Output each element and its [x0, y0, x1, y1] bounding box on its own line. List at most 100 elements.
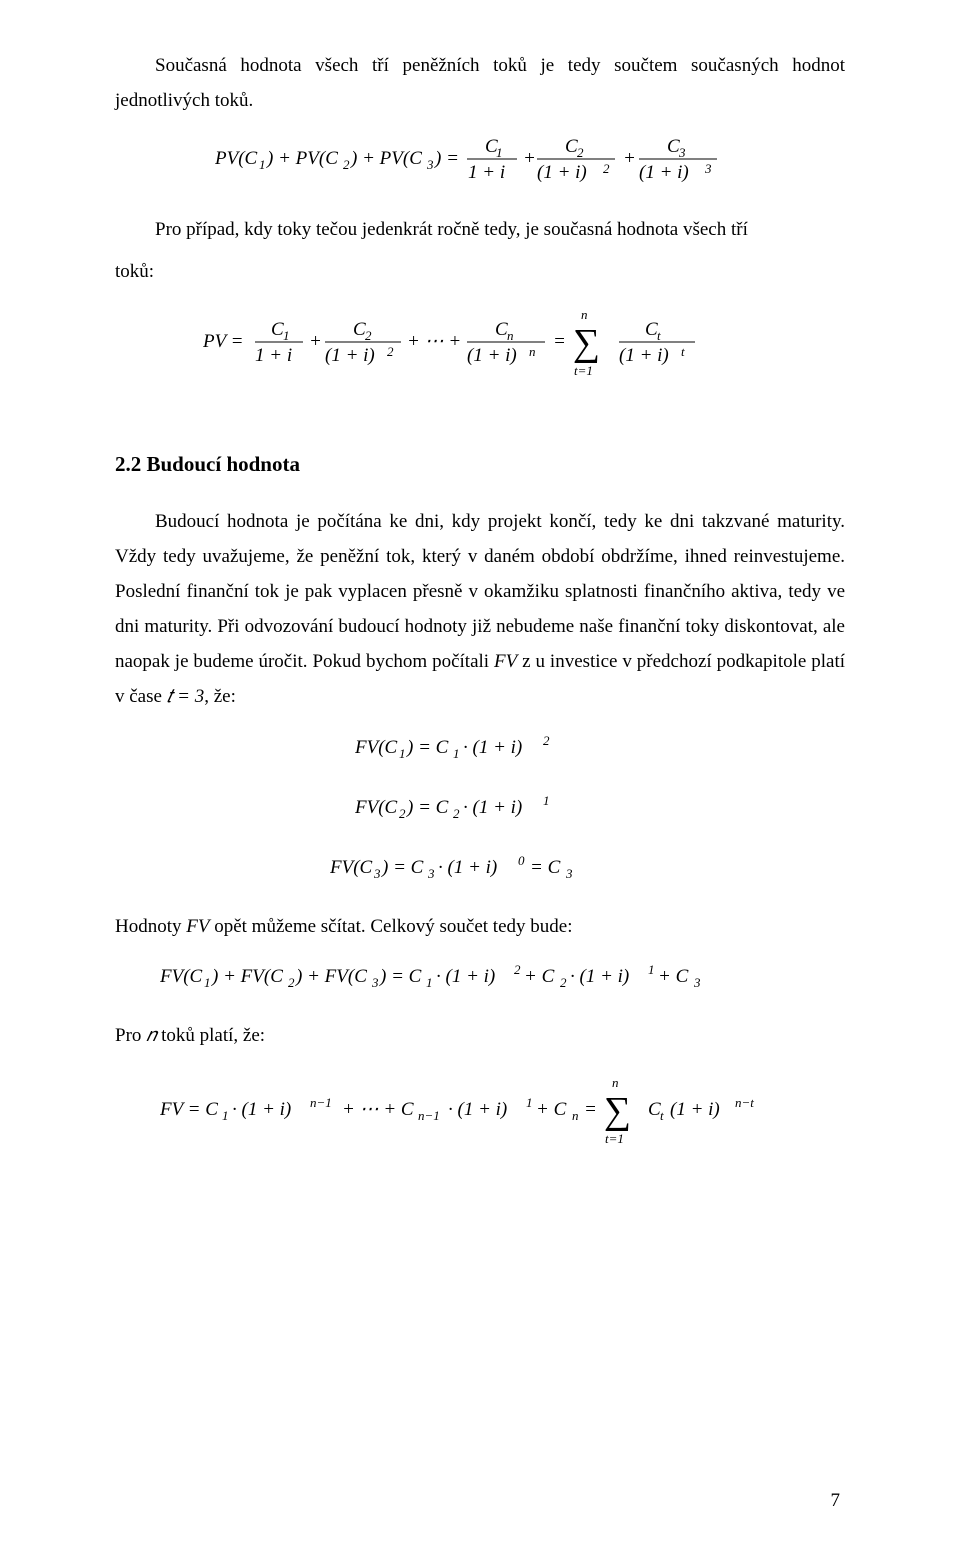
svg-text:PV(C: PV(C — [215, 148, 258, 169]
formula-fv-c3: FV(C3 ) = C3 · (1 + i)0 = C3 — [115, 849, 845, 895]
svg-text:t: t — [660, 1108, 664, 1123]
svg-text:1 + i: 1 + i — [255, 345, 292, 366]
svg-text:= C: = C — [530, 857, 561, 878]
svg-text:(1 + i): (1 + i) — [639, 162, 689, 183]
svg-text:1: 1 — [453, 746, 460, 761]
fv-inline: FV — [494, 651, 517, 672]
svg-text:· (1 + i): · (1 + i) — [463, 737, 522, 758]
svg-text:2: 2 — [288, 975, 295, 990]
final-b: toků platí, že: — [161, 1025, 265, 1046]
paragraph-intro: Současná hodnota všech tří peněžních tok… — [115, 48, 845, 118]
svg-text:n: n — [581, 307, 588, 322]
formula-fv-c1: FV(C1 ) = C1 · (1 + i)2 — [115, 729, 845, 775]
paragraph-sum-line: Hodnoty FV opět můžeme sčítat. Celkový s… — [115, 909, 845, 944]
svg-text:FV = C: FV = C — [160, 1099, 218, 1120]
formula-pv-series: PV = C1 1 + i + C2 (1 + i)2 + ⋯ + Cn (1 … — [115, 303, 845, 397]
svg-text:FV(C: FV(C — [160, 966, 203, 987]
svg-text:(1 + i): (1 + i) — [670, 1099, 720, 1120]
svg-text:3: 3 — [704, 161, 712, 176]
formula-fv-sum-three: FV(C1 ) + FV(C2 ) + FV(C3 ) = C1 · (1 + … — [115, 958, 845, 1004]
page-number: 7 — [831, 1483, 841, 1518]
svg-text:) = C: ) = C — [406, 797, 449, 818]
svg-text:1: 1 — [426, 975, 433, 990]
svg-text:3: 3 — [426, 157, 434, 172]
svg-text:1: 1 — [283, 328, 290, 343]
svg-text:) + PV(C: ) + PV(C — [266, 148, 338, 169]
svg-text:3: 3 — [565, 866, 573, 881]
svg-text:1: 1 — [496, 145, 503, 160]
svg-text:3: 3 — [373, 866, 381, 881]
t-inline: 𝑡 = 3 — [167, 686, 205, 707]
svg-text:· (1 + i): · (1 + i) — [463, 797, 522, 818]
paragraph-body: Budoucí hodnota je počítána ke dni, kdy … — [115, 504, 845, 715]
svg-text:(1 + i): (1 + i) — [325, 345, 375, 366]
svg-text:+ C: + C — [536, 1099, 567, 1120]
svg-text:2: 2 — [453, 806, 460, 821]
svg-text:n−1: n−1 — [418, 1108, 440, 1123]
fv-inline-2: FV — [186, 916, 209, 937]
svg-text:· (1 + i): · (1 + i) — [570, 966, 629, 987]
svg-text:3: 3 — [427, 866, 435, 881]
svg-text:2: 2 — [343, 157, 350, 172]
svg-text:∑: ∑ — [604, 1090, 631, 1132]
svg-text:t=1: t=1 — [574, 363, 593, 378]
svg-text:) + FV(C: ) + FV(C — [295, 966, 367, 987]
flow-label: toků: — [115, 254, 845, 289]
svg-text:PV =: PV = — [203, 331, 243, 352]
svg-text:2: 2 — [365, 328, 372, 343]
svg-text:1: 1 — [543, 793, 550, 808]
svg-text:3: 3 — [678, 145, 686, 160]
svg-text:FV(C: FV(C — [330, 857, 373, 878]
svg-text:0: 0 — [518, 853, 525, 868]
svg-text:3: 3 — [371, 975, 379, 990]
svg-text:+: + — [309, 331, 322, 352]
flow-sentence: Pro případ, kdy toky tečou jedenkrát roč… — [115, 212, 845, 247]
svg-text:1: 1 — [526, 1095, 533, 1110]
formula-fv-c2: FV(C2 ) = C2 · (1 + i)1 — [115, 789, 845, 835]
svg-text:1: 1 — [399, 746, 406, 761]
svg-text:+ ⋯ + C: + ⋯ + C — [342, 1099, 414, 1120]
svg-text:) + PV(C: ) + PV(C — [350, 148, 422, 169]
svg-text:2: 2 — [543, 733, 550, 748]
svg-text:n: n — [612, 1075, 619, 1090]
svg-text:2: 2 — [603, 161, 610, 176]
svg-text:3: 3 — [693, 975, 701, 990]
svg-text:t: t — [681, 344, 685, 359]
svg-text:1: 1 — [222, 1108, 229, 1123]
svg-text:) = C: ) = C — [381, 857, 424, 878]
heading-future-value: 2.2 Budoucí hodnota — [115, 445, 845, 484]
svg-text:+ C: + C — [658, 966, 689, 987]
svg-text:2: 2 — [399, 806, 406, 821]
svg-text:· (1 + i): · (1 + i) — [438, 857, 497, 878]
final-a: Pro — [115, 1025, 141, 1046]
svg-text:t=1: t=1 — [605, 1131, 624, 1146]
svg-text:2: 2 — [560, 975, 567, 990]
svg-text:n: n — [507, 328, 514, 343]
document-page: Současná hodnota všech tří peněžních tok… — [0, 0, 960, 1558]
svg-text:2: 2 — [387, 344, 394, 359]
svg-text:) = C: ) = C — [406, 737, 449, 758]
svg-text:) + FV(C: ) + FV(C — [211, 966, 283, 987]
n-inline: 𝑛 — [146, 1025, 156, 1046]
svg-text:FV(C: FV(C — [355, 737, 398, 758]
svg-text:=: = — [553, 331, 566, 352]
svg-text:∑: ∑ — [573, 322, 600, 364]
svg-text:) = C: ) = C — [379, 966, 422, 987]
svg-text:(1 + i): (1 + i) — [537, 162, 587, 183]
svg-text:2: 2 — [577, 145, 584, 160]
svg-text:=: = — [584, 1099, 597, 1120]
sum-rest: opět můžeme sčítat. Celkový součet tedy … — [214, 916, 572, 937]
svg-text:+: + — [623, 148, 636, 169]
svg-text:+ C: + C — [524, 966, 555, 987]
paragraph-final-line: Pro 𝑛 toků platí, že: — [115, 1018, 845, 1053]
svg-text:n−t: n−t — [735, 1095, 754, 1110]
svg-text:· (1 + i): · (1 + i) — [448, 1099, 507, 1120]
svg-text:· (1 + i): · (1 + i) — [436, 966, 495, 987]
svg-text:+: + — [523, 148, 536, 169]
svg-text:1: 1 — [648, 962, 655, 977]
svg-text:n: n — [529, 344, 536, 359]
flow-sentence-row: Pro případ, kdy toky tečou jedenkrát roč… — [115, 212, 845, 247]
formula-fv-series: FV = C1 · (1 + i)n−1 + ⋯ + Cn−1 · (1 + i… — [115, 1071, 845, 1165]
svg-text:· (1 + i): · (1 + i) — [232, 1099, 291, 1120]
svg-text:n: n — [572, 1108, 579, 1123]
